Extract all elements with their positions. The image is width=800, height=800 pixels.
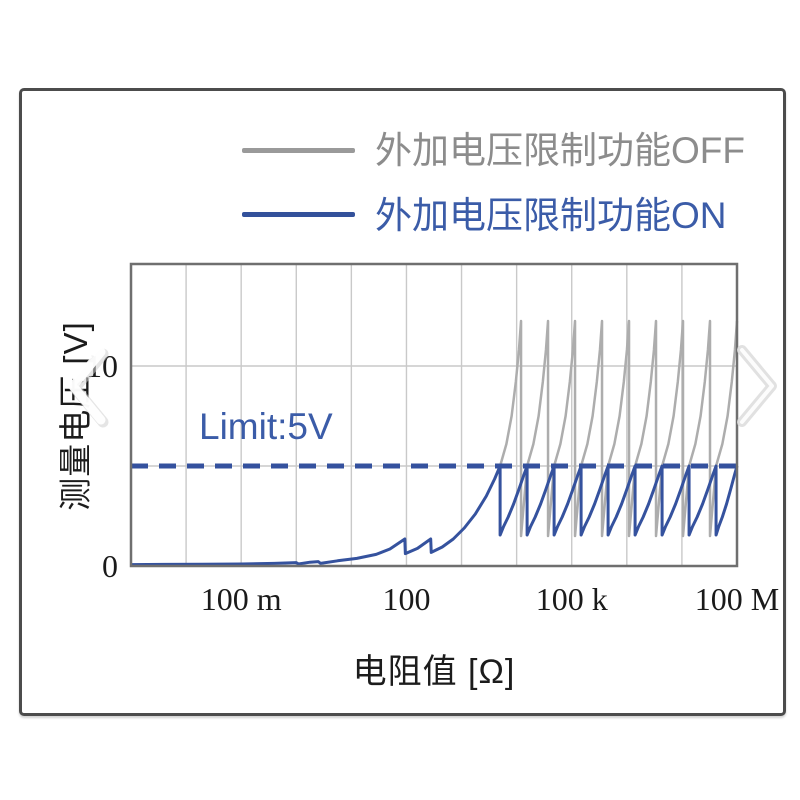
x-axis-title: 电阻值 [Ω]: [352, 653, 516, 691]
x-tick-label: 100 M: [695, 581, 779, 617]
data-series: [130, 319, 739, 567]
series-limit-on: [130, 464, 739, 567]
x-tick-label: 100: [382, 581, 430, 617]
legend-label-on: 外加电压限制功能ON: [375, 195, 727, 236]
figure-frame: [19, 88, 786, 716]
legend-line-on-icon: [242, 212, 355, 217]
limit-annotation: Limit:5V: [199, 406, 333, 447]
legend-line-off-icon: [242, 148, 355, 153]
x-tick-label: 100 k: [536, 581, 608, 617]
y-tick-label: 0: [102, 548, 118, 584]
series-limit-off: [498, 319, 739, 538]
carousel-previous-icon[interactable]: [68, 347, 109, 428]
plot-border: [129, 262, 739, 568]
carousel-next-icon[interactable]: [737, 345, 777, 427]
x-tick-label: 100 m: [201, 581, 282, 617]
legend-label-off: 外加电压限制功能OFF: [375, 130, 745, 171]
